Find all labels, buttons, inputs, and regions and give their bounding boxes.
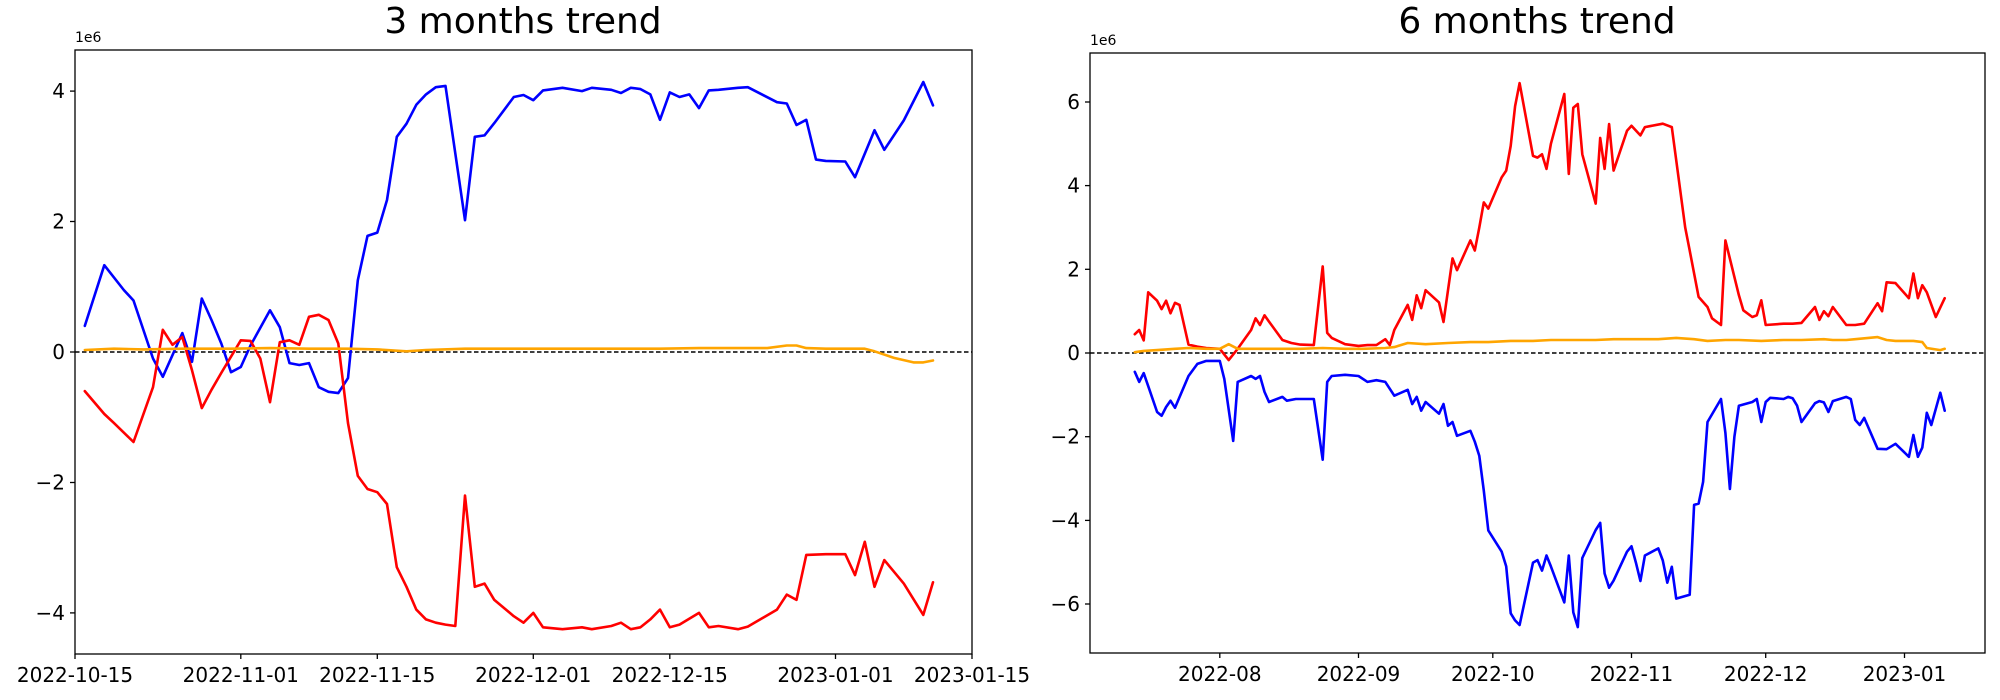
x-tick-label: 2022-11-01 [183, 663, 299, 687]
axis-offset-label: 1e6 [75, 30, 102, 46]
chart-title-3-months: 3 months trend [384, 1, 662, 42]
series-line-blue [1133, 359, 1946, 629]
chart-title-6-months: 6 months trend [1398, 1, 1676, 42]
x-tick-label: 2022-12-01 [475, 663, 591, 687]
axis-offset-label: 1e6 [1090, 33, 1117, 49]
y-tick-label: 0 [52, 340, 65, 364]
y-tick-label: 4 [52, 79, 65, 103]
x-tick-label: 2022-08 [1178, 662, 1262, 686]
y-tick-label: −2 [36, 471, 65, 495]
y-tick-label: 2 [1067, 257, 1080, 281]
series-line-red [83, 313, 935, 631]
y-tick-label: −6 [1051, 592, 1080, 616]
y-tick-label: −4 [1051, 508, 1080, 532]
series-line-orange [1133, 335, 1946, 354]
series-line-blue [83, 80, 935, 395]
x-tick-label: 2023-01-01 [777, 663, 893, 687]
y-tick-label: 0 [1067, 341, 1080, 365]
x-tick-label: 2022-10 [1451, 662, 1535, 686]
x-tick-label: 2023-01 [1863, 662, 1947, 686]
x-tick-label: 2022-10-15 [17, 663, 133, 687]
x-tick-label: 2022-11-15 [319, 663, 435, 687]
y-tick-label: 4 [1067, 174, 1080, 198]
series-line-orange [83, 344, 935, 364]
y-tick-label: 6 [1067, 90, 1080, 114]
y-tick-label: 2 [52, 210, 65, 234]
y-tick-label: −2 [1051, 425, 1080, 449]
x-tick-label: 2023-01-15 [914, 663, 1030, 687]
y-tick-label: −4 [36, 601, 65, 625]
series-line-red [1133, 81, 1946, 362]
x-tick-label: 2022-12-15 [612, 663, 728, 687]
x-tick-label: 2022-09 [1317, 662, 1401, 686]
x-tick-label: 2022-11 [1590, 662, 1674, 686]
x-tick-label: 2022-12 [1724, 662, 1808, 686]
